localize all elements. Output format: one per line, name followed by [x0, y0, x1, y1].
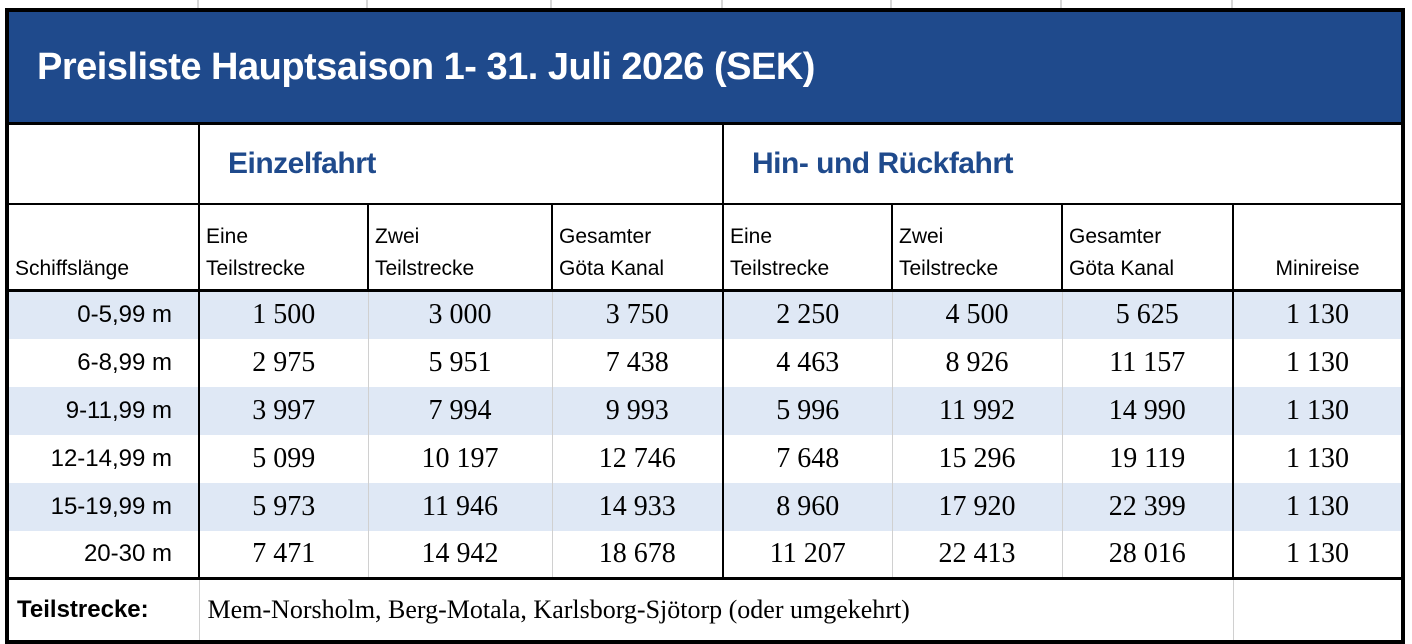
footer-text: Mem-Norsholm, Berg-Motala, Karlsborg-Sjö… — [199, 577, 1234, 642]
price-cell: 1 130 — [1231, 482, 1404, 531]
header-line: Eine — [730, 225, 773, 248]
column-header-return-total: Gesamter Göta Kanal — [1061, 203, 1234, 292]
price-cell: 5 099 — [198, 434, 369, 483]
column-header-single-one: Eine Teilstrecke — [198, 203, 369, 292]
price-cell: 4 463 — [722, 338, 893, 387]
length-cell: 15-19,99 m — [7, 482, 200, 531]
length-cell: 20-30 m — [7, 530, 200, 579]
price-cell: 1 130 — [1231, 530, 1404, 579]
price-cell: 7 471 — [198, 530, 369, 579]
empty-corner-cell — [7, 122, 200, 205]
header-line: Göta Kanal — [559, 257, 665, 280]
price-cell: 12 746 — [551, 434, 724, 483]
footer-empty-cell — [1233, 577, 1404, 642]
header-line: Gesamter — [1069, 225, 1162, 248]
price-cell: 22 413 — [891, 530, 1063, 579]
column-header-return-two: Zwei Teilstrecke — [891, 203, 1063, 292]
header-line: Eine — [206, 225, 249, 248]
header-line: Göta Kanal — [1069, 257, 1175, 280]
price-cell: 22 399 — [1061, 482, 1234, 531]
price-cell: 17 920 — [891, 482, 1063, 531]
price-cell: 4 500 — [891, 290, 1063, 339]
price-cell: 5 625 — [1061, 290, 1234, 339]
price-cell: 2 975 — [198, 338, 369, 387]
header-line: Teilstrecke — [375, 257, 475, 280]
price-cell: 14 933 — [551, 482, 724, 531]
length-cell: 12-14,99 m — [7, 434, 200, 483]
length-cell: 9-11,99 m — [7, 386, 200, 435]
column-header-single-two: Zwei Teilstrecke — [367, 203, 553, 292]
header-line: Teilstrecke — [730, 257, 830, 280]
price-cell: 3 750 — [551, 290, 724, 339]
price-cell: 8 960 — [722, 482, 893, 531]
price-cell: 11 946 — [367, 482, 553, 531]
footer-label: Teilstrecke: — [7, 577, 200, 642]
price-cell: 10 197 — [367, 434, 553, 483]
price-table: Preisliste Hauptsaison 1- 31. Juli 2026 … — [5, 8, 1406, 644]
page-title: Preisliste Hauptsaison 1- 31. Juli 2026 … — [7, 10, 1404, 125]
price-cell: 7 438 — [551, 338, 724, 387]
price-cell: 18 678 — [551, 530, 724, 579]
header-line: Teilstrecke — [899, 257, 999, 280]
price-cell: 14 942 — [367, 530, 553, 579]
price-cell: 15 296 — [891, 434, 1063, 483]
header-line: Zwei — [375, 225, 420, 248]
column-header-single-total: Gesamter Göta Kanal — [551, 203, 724, 292]
group-header-single: Einzelfahrt — [198, 122, 724, 205]
price-cell: 1 130 — [1231, 386, 1404, 435]
column-header-mini: Minireise — [1231, 203, 1404, 292]
header-line: Zwei — [899, 225, 944, 248]
price-cell: 14 990 — [1061, 386, 1234, 435]
price-cell: 11 992 — [891, 386, 1063, 435]
group-header-return: Hin- und Rückfahrt — [721, 122, 1404, 205]
price-cell: 5 996 — [722, 386, 893, 435]
column-header-return-one: Eine Teilstrecke — [722, 203, 893, 292]
price-cell: 1 130 — [1231, 290, 1404, 339]
price-cell: 2 250 — [722, 290, 893, 339]
price-cell: 7 648 — [722, 434, 893, 483]
column-header-length: Schiffslänge — [7, 203, 200, 292]
price-cell: 1 130 — [1231, 434, 1404, 483]
length-cell: 6-8,99 m — [7, 338, 200, 387]
price-cell: 1 130 — [1231, 338, 1404, 387]
price-cell: 5 973 — [198, 482, 369, 531]
price-cell: 9 993 — [551, 386, 724, 435]
price-cell: 11 207 — [722, 530, 893, 579]
header-line: Teilstrecke — [206, 257, 306, 280]
price-cell: 19 119 — [1061, 434, 1234, 483]
length-cell: 0-5,99 m — [7, 290, 200, 339]
price-cell: 7 994 — [367, 386, 553, 435]
price-cell: 28 016 — [1061, 530, 1234, 579]
price-cell: 5 951 — [367, 338, 553, 387]
price-cell: 3 997 — [198, 386, 369, 435]
price-cell: 3 000 — [367, 290, 553, 339]
price-cell: 8 926 — [891, 338, 1063, 387]
price-cell: 1 500 — [198, 290, 369, 339]
header-line: Gesamter — [559, 225, 652, 248]
price-cell: 11 157 — [1061, 338, 1234, 387]
